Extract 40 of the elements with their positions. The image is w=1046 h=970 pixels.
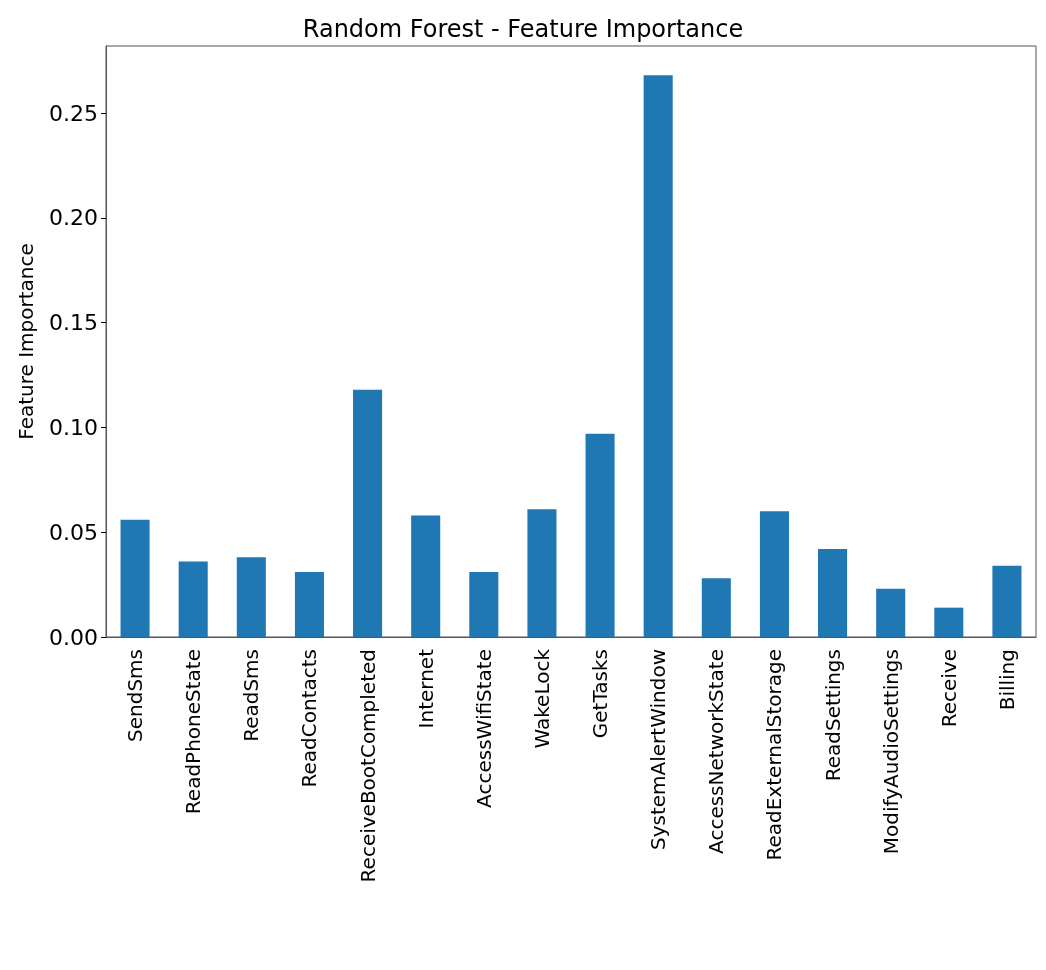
y-axis-title: Feature Importance [14,243,38,440]
y-tick-label: 0.05 [49,519,98,545]
bar [294,572,324,637]
bar [876,588,906,637]
x-tick-label: SystemAlertWindow [646,649,671,851]
bar [178,561,208,637]
bar [934,607,964,637]
x-tick-label: ReceiveBootCompleted [355,649,380,883]
bar [527,509,557,637]
x-tick-label: AccessNetworkState [704,649,729,854]
y-tick-label: 0.10 [49,414,98,440]
bar [236,557,266,637]
bar [818,548,848,637]
x-tick-label: Receive [936,649,961,728]
x-tick-label: ReadPhoneState [181,649,206,815]
x-tick-label: WakeLock [529,648,554,749]
x-tick-label: AccessWifiState [471,649,496,808]
bar [120,519,150,637]
x-tick-label: ReadSettings [820,649,845,782]
bar [585,433,615,637]
x-tick-label: GetTasks [588,649,613,739]
x-tick-label: ReadContacts [297,649,322,788]
bar [701,578,731,637]
x-tick-label: SendSms [123,649,148,742]
x-tick-label: Internet [413,648,438,729]
y-tick-label: 0.25 [49,100,98,126]
x-tick-label: Billing [994,649,1019,711]
x-tick-label: ModifyAudioSettings [878,649,903,855]
bar [992,565,1022,637]
chart-title: Random Forest - Feature Importance [302,15,744,43]
y-tick-label: 0.15 [49,310,98,336]
bar [411,515,441,637]
y-tick-label: 0.00 [49,624,98,650]
x-tick-label: ReadSms [239,649,264,742]
bar [759,511,789,637]
bar [643,75,673,637]
bar [469,572,499,637]
bar [353,389,383,637]
y-tick-label: 0.20 [49,205,98,231]
x-tick-label: ReadExternalStorage [762,649,787,861]
